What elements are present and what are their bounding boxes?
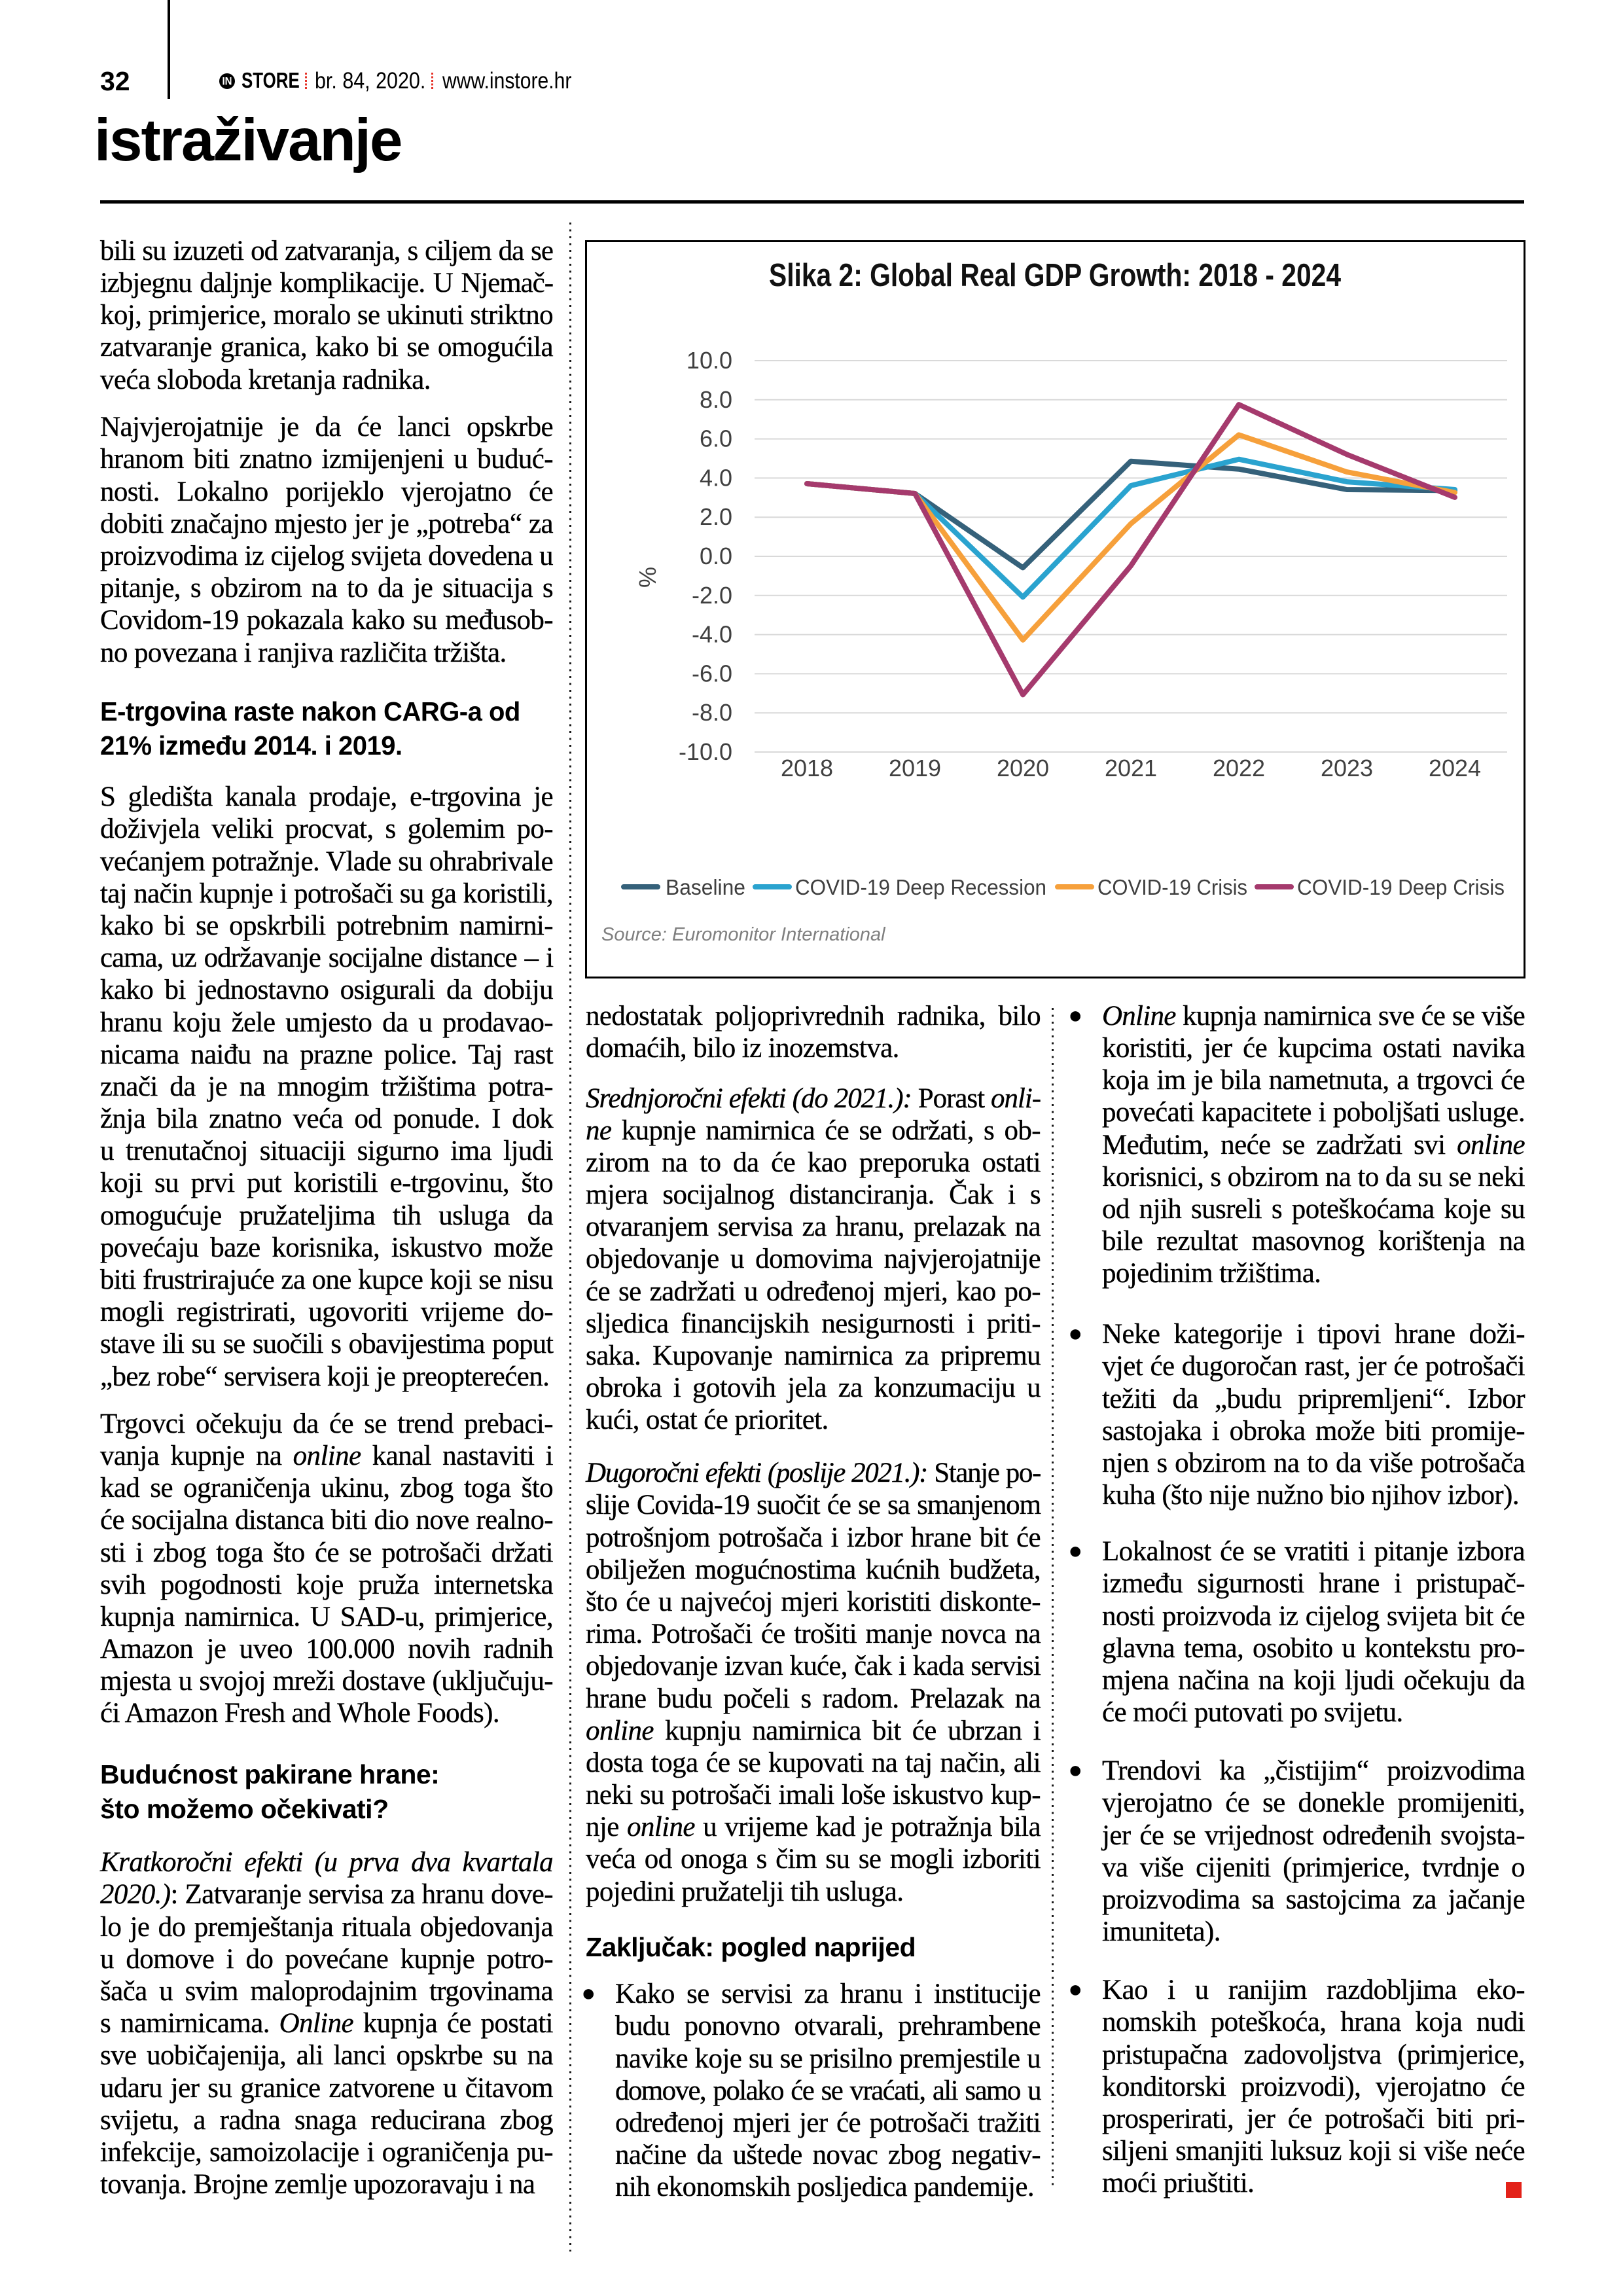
svg-text:COVID-19 Crisis: COVID-19 Crisis: [1097, 875, 1247, 899]
svg-text:2.0: 2.0: [700, 503, 732, 530]
svg-text:2024: 2024: [1429, 755, 1481, 781]
svg-text:%: %: [634, 567, 661, 588]
svg-text:-8.0: -8.0: [692, 699, 732, 726]
svg-text:Slika 2: Global Real GDP Growt: Slika 2: Global Real GDP Growth: 2018 - …: [769, 258, 1341, 293]
svg-text:COVID-19 Deep Recession: COVID-19 Deep Recession: [795, 875, 1046, 899]
svg-text:6.0: 6.0: [700, 425, 732, 452]
svg-text:IN: IN: [223, 75, 232, 88]
svg-text:0.0: 0.0: [700, 543, 732, 569]
svg-text:-6.0: -6.0: [692, 660, 732, 687]
svg-text:Source: Euromonitor Internatio: Source: Euromonitor International: [601, 924, 886, 945]
svg-text:4.0: 4.0: [700, 464, 732, 491]
svg-text:10.0: 10.0: [687, 347, 732, 374]
svg-text:COVID-19 Deep Crisis: COVID-19 Deep Crisis: [1297, 875, 1505, 899]
svg-text:2023: 2023: [1321, 755, 1373, 781]
svg-text:2022: 2022: [1213, 755, 1265, 781]
svg-text:-10.0: -10.0: [679, 738, 732, 765]
svg-text:2019: 2019: [889, 755, 941, 781]
svg-text:Baseline: Baseline: [666, 875, 745, 899]
svg-text:2018: 2018: [781, 755, 833, 781]
svg-text:2021: 2021: [1105, 755, 1157, 781]
svg-text:2020: 2020: [997, 755, 1049, 781]
svg-text:-2.0: -2.0: [692, 582, 732, 609]
svg-text:8.0: 8.0: [700, 386, 732, 413]
svg-text:-4.0: -4.0: [692, 621, 732, 648]
